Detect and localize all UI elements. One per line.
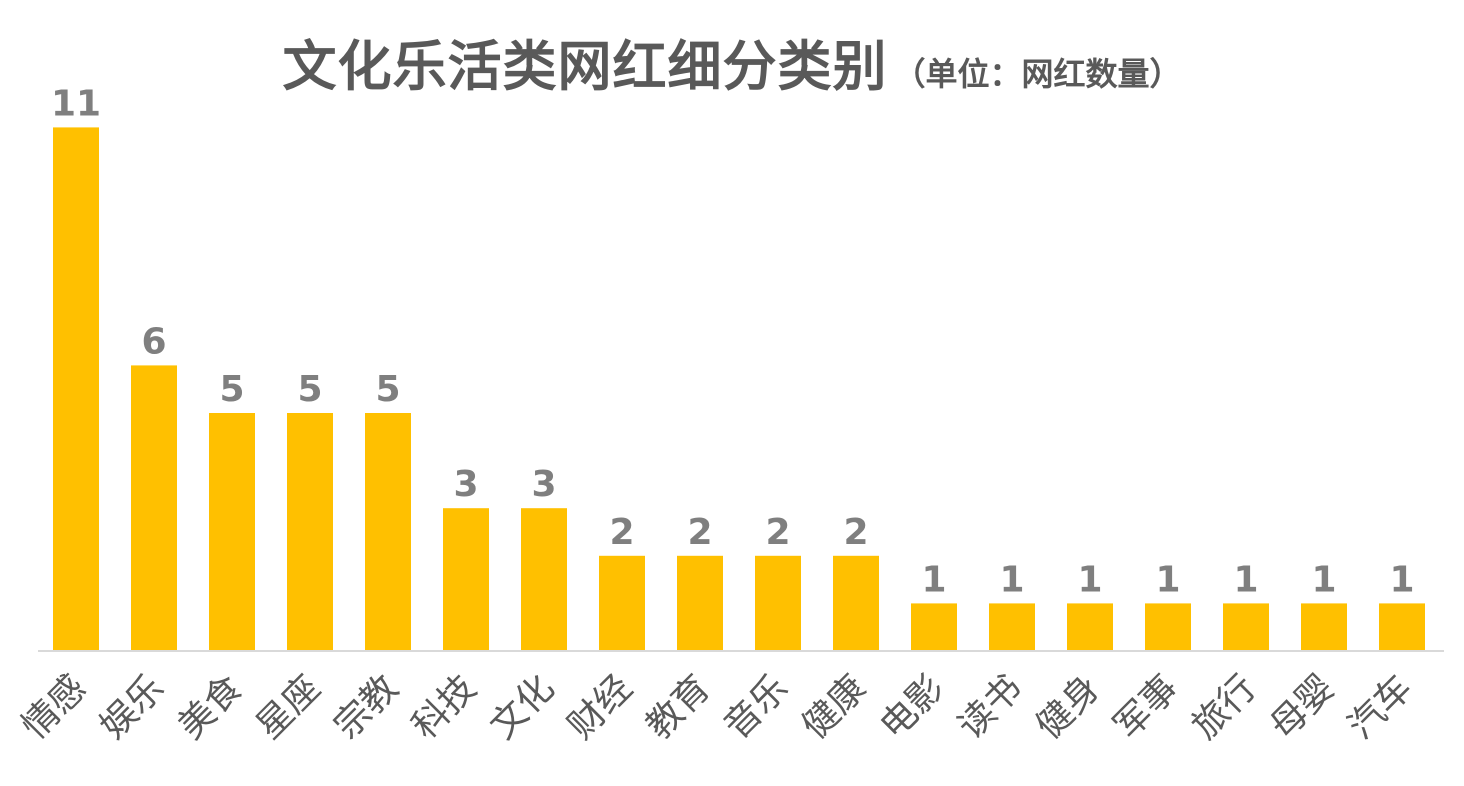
bar-4	[365, 413, 411, 651]
data-label-4: 5	[375, 369, 400, 410]
data-label-14: 1	[1155, 559, 1180, 600]
data-label-3: 5	[297, 369, 322, 410]
data-label-16: 1	[1311, 559, 1336, 600]
chart-subtitle: （单位：网红数量）	[893, 55, 1182, 93]
tick-label-16: 母婴	[1262, 667, 1342, 747]
tick-label-15: 旅行	[1184, 667, 1264, 747]
bar-0	[53, 127, 99, 651]
data-label-1: 6	[141, 321, 166, 362]
chart-title: 文化乐活类网红细分类别 （单位：网红数量）	[0, 22, 1464, 101]
tick-label-0: 情感	[14, 667, 94, 747]
bar-17	[1379, 603, 1425, 651]
tick-label-6: 文化	[482, 667, 562, 747]
bars-group	[53, 127, 1425, 651]
tick-label-1: 娱乐	[92, 667, 172, 747]
tick-label-2: 美食	[170, 667, 250, 747]
data-label-5: 3	[453, 464, 478, 505]
tick-label-13: 健身	[1028, 667, 1108, 747]
data-label-9: 2	[765, 512, 790, 553]
bar-3	[287, 413, 333, 651]
data-label-7: 2	[609, 512, 634, 553]
tick-label-7: 财经	[560, 667, 640, 747]
bar-7	[599, 555, 645, 651]
data-label-2: 5	[219, 369, 244, 410]
data-label-0: 11	[51, 83, 101, 124]
bar-11	[911, 603, 957, 651]
data-label-12: 1	[999, 559, 1024, 600]
bar-5	[443, 508, 489, 651]
bar-8	[677, 555, 723, 651]
data-label-6: 3	[531, 464, 556, 505]
data-label-11: 1	[921, 559, 946, 600]
tick-label-4: 宗教	[326, 667, 406, 747]
tick-label-9: 音乐	[716, 667, 796, 747]
data-label-13: 1	[1077, 559, 1102, 600]
tick-label-17: 汽车	[1340, 667, 1420, 747]
tick-label-5: 科技	[404, 667, 484, 747]
data-label-10: 2	[843, 512, 868, 553]
bar-15	[1223, 603, 1269, 651]
bar-9	[755, 555, 801, 651]
bar-16	[1301, 603, 1347, 651]
tick-label-10: 健康	[794, 667, 874, 747]
bar-2	[209, 413, 255, 651]
tick-label-14: 军事	[1106, 667, 1186, 747]
data-label-15: 1	[1233, 559, 1258, 600]
bar-6	[521, 508, 567, 651]
tick-label-11: 电影	[872, 667, 952, 747]
bar-13	[1067, 603, 1113, 651]
tick-label-8: 教育	[638, 667, 718, 747]
chart-title-main: 文化乐活类网红细分类别	[282, 35, 888, 98]
data-label-17: 1	[1389, 559, 1414, 600]
data-label-8: 2	[687, 512, 712, 553]
tick-label-3: 星座	[248, 667, 328, 747]
bar-10	[833, 555, 879, 651]
bar-12	[989, 603, 1035, 651]
tick-label-12: 读书	[950, 667, 1030, 747]
bar-1	[131, 365, 177, 651]
bar-14	[1145, 603, 1191, 651]
